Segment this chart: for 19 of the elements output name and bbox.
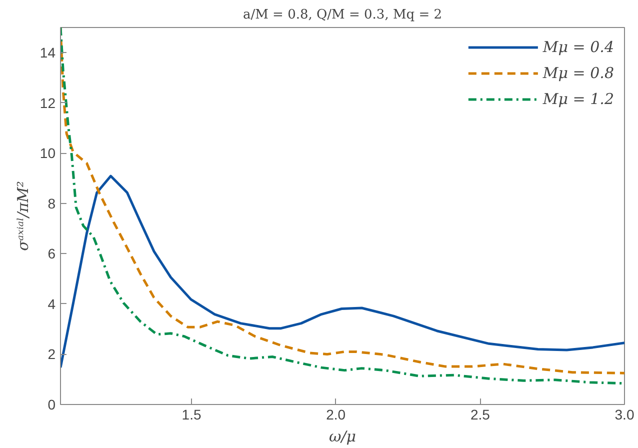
x-tick-label: 2.5 bbox=[470, 406, 490, 422]
legend-label: Mμ = 0.8 bbox=[542, 64, 614, 82]
y-tick-label: 12 bbox=[40, 94, 56, 111]
line-series bbox=[60, 174, 624, 369]
legend-label: Mμ = 1.2 bbox=[542, 90, 614, 108]
y-tick-label: 2 bbox=[48, 346, 56, 362]
y-tick-label: 10 bbox=[40, 145, 56, 162]
y-tick-label: 8 bbox=[48, 195, 56, 212]
y-axis-title: σᵃˣⁱᵃˡ/πM² bbox=[14, 181, 32, 251]
x-tick-label: 3.0 bbox=[614, 406, 634, 422]
x-tick-label: 1.5 bbox=[182, 406, 202, 422]
x-tick-label: 2.0 bbox=[326, 406, 346, 422]
chart-title: a/M = 0.8, Q/M = 0.3, Mq = 2 bbox=[242, 8, 442, 22]
x-axis-title: ω/μ bbox=[328, 428, 356, 446]
y-tick-label: 4 bbox=[48, 296, 56, 312]
y-tick-label: 0 bbox=[48, 396, 56, 412]
y-tick-label: 14 bbox=[40, 44, 56, 61]
legend-label: Mμ = 0.4 bbox=[542, 38, 614, 56]
y-tick-label: 6 bbox=[48, 246, 56, 262]
